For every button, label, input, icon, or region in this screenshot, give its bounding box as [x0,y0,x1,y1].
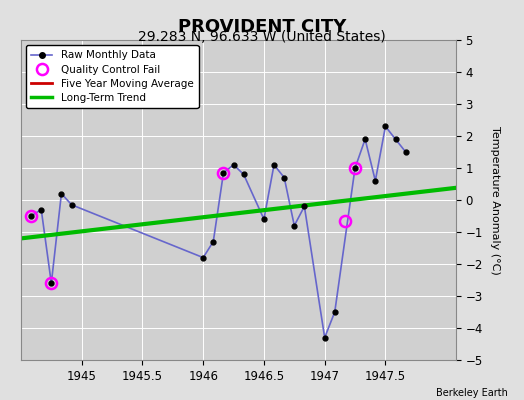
Text: PROVIDENT CITY: PROVIDENT CITY [178,18,346,36]
Y-axis label: Temperature Anomaly (°C): Temperature Anomaly (°C) [489,126,500,274]
Text: Berkeley Earth: Berkeley Earth [436,388,508,398]
Text: 29.283 N, 96.633 W (United States): 29.283 N, 96.633 W (United States) [138,30,386,44]
Legend: Raw Monthly Data, Quality Control Fail, Five Year Moving Average, Long-Term Tren: Raw Monthly Data, Quality Control Fail, … [26,45,199,108]
